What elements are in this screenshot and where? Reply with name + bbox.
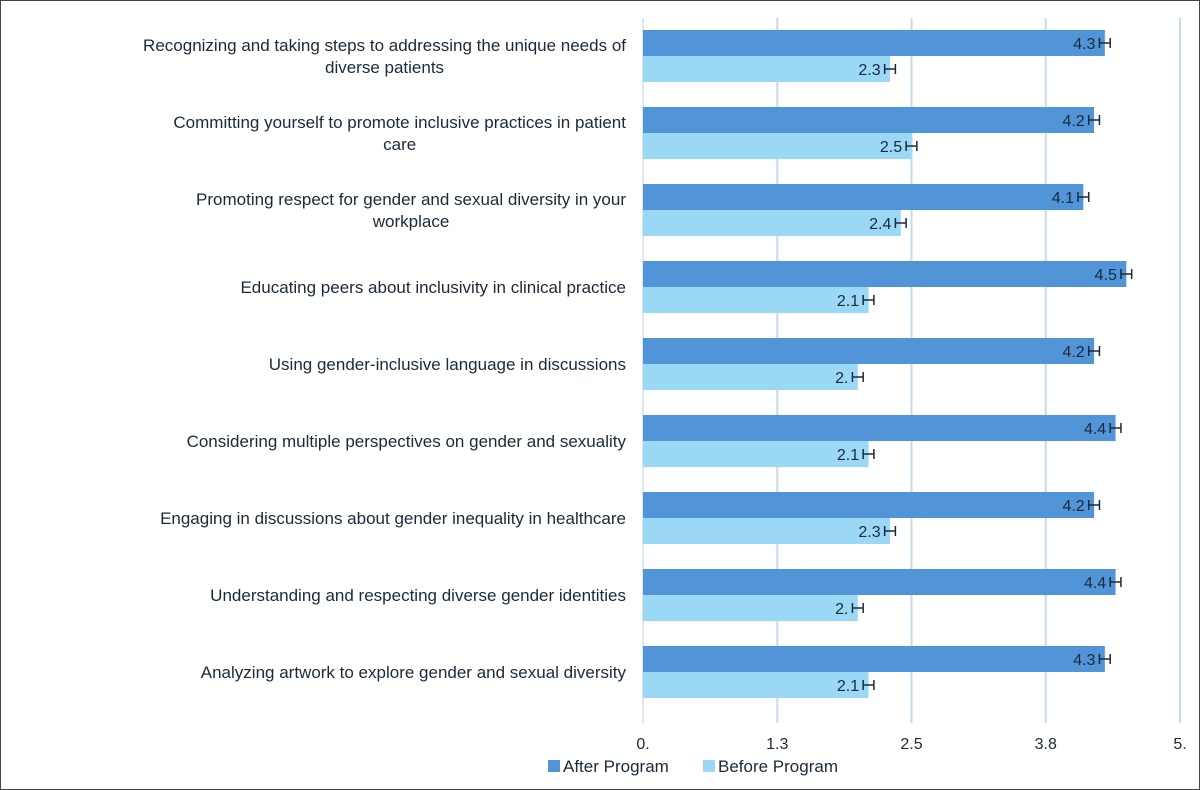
category-label: Educating peers about inclusivity in cli… — [240, 278, 626, 297]
bar-before-program — [643, 672, 869, 698]
x-tick-label: 2.5 — [900, 736, 922, 753]
x-tick-label: 1.3 — [766, 736, 788, 753]
legend-label-before: Before Program — [718, 757, 838, 776]
bar-after-program — [643, 492, 1095, 518]
category-label: Using gender-inclusive language in discu… — [269, 355, 626, 374]
data-label: 4.2 — [1062, 113, 1084, 130]
bar-before-program — [643, 364, 858, 390]
data-label: 4.5 — [1095, 267, 1117, 284]
data-label: 4.1 — [1052, 190, 1074, 207]
data-label: 4.3 — [1073, 36, 1095, 53]
category-label: Recognizing and taking steps to addressi… — [143, 36, 626, 55]
category-label: Engaging in discussions about gender ine… — [160, 509, 626, 528]
data-label: 4.4 — [1084, 575, 1106, 592]
data-label: 2.3 — [858, 524, 880, 541]
bar-after-program — [643, 646, 1105, 672]
legend-swatch-before — [703, 760, 715, 772]
bar-after-program — [643, 338, 1095, 364]
bar-before-program — [643, 210, 901, 236]
bar-before-program — [643, 133, 912, 159]
data-label: 4.3 — [1073, 652, 1095, 669]
data-label: 4.4 — [1084, 421, 1106, 438]
bar-after-program — [643, 107, 1095, 133]
data-label: 2.3 — [858, 62, 880, 79]
x-tick-label: 3.8 — [1035, 736, 1057, 753]
legend-label-after: After Program — [563, 757, 669, 776]
category-label: Understanding and respecting diverse gen… — [210, 586, 626, 605]
data-label: 2.1 — [837, 447, 859, 464]
legend-swatch-after — [548, 760, 560, 772]
data-label: 4.2 — [1062, 344, 1084, 361]
bar-before-program — [643, 595, 858, 621]
bar-after-program — [643, 30, 1105, 56]
category-label: workplace — [372, 212, 450, 231]
data-label: 2. — [835, 601, 848, 618]
data-label: 2.1 — [837, 678, 859, 695]
bar-before-program — [643, 518, 891, 544]
category-label: diverse patients — [325, 58, 444, 77]
data-label: 2.4 — [869, 216, 891, 233]
category-label: care — [383, 135, 416, 154]
category-label: Committing yourself to promote inclusive… — [173, 113, 626, 132]
bar-after-program — [643, 261, 1127, 287]
category-label: Analyzing artwork to explore gender and … — [201, 663, 627, 682]
category-label: Promoting respect for gender and sexual … — [196, 190, 626, 209]
category-label: Considering multiple perspectives on gen… — [187, 432, 627, 451]
bar-after-program — [643, 184, 1084, 210]
data-label: 2. — [835, 370, 848, 387]
x-tick-label: 0. — [636, 736, 649, 753]
bar-before-program — [643, 56, 891, 82]
bar-after-program — [643, 415, 1116, 441]
data-label: 2.5 — [880, 139, 902, 156]
data-label: 2.1 — [837, 293, 859, 310]
bar-after-program — [643, 569, 1116, 595]
x-tick-label: 5. — [1173, 736, 1186, 753]
data-label: 4.2 — [1062, 498, 1084, 515]
bar-before-program — [643, 287, 869, 313]
bar-before-program — [643, 441, 869, 467]
